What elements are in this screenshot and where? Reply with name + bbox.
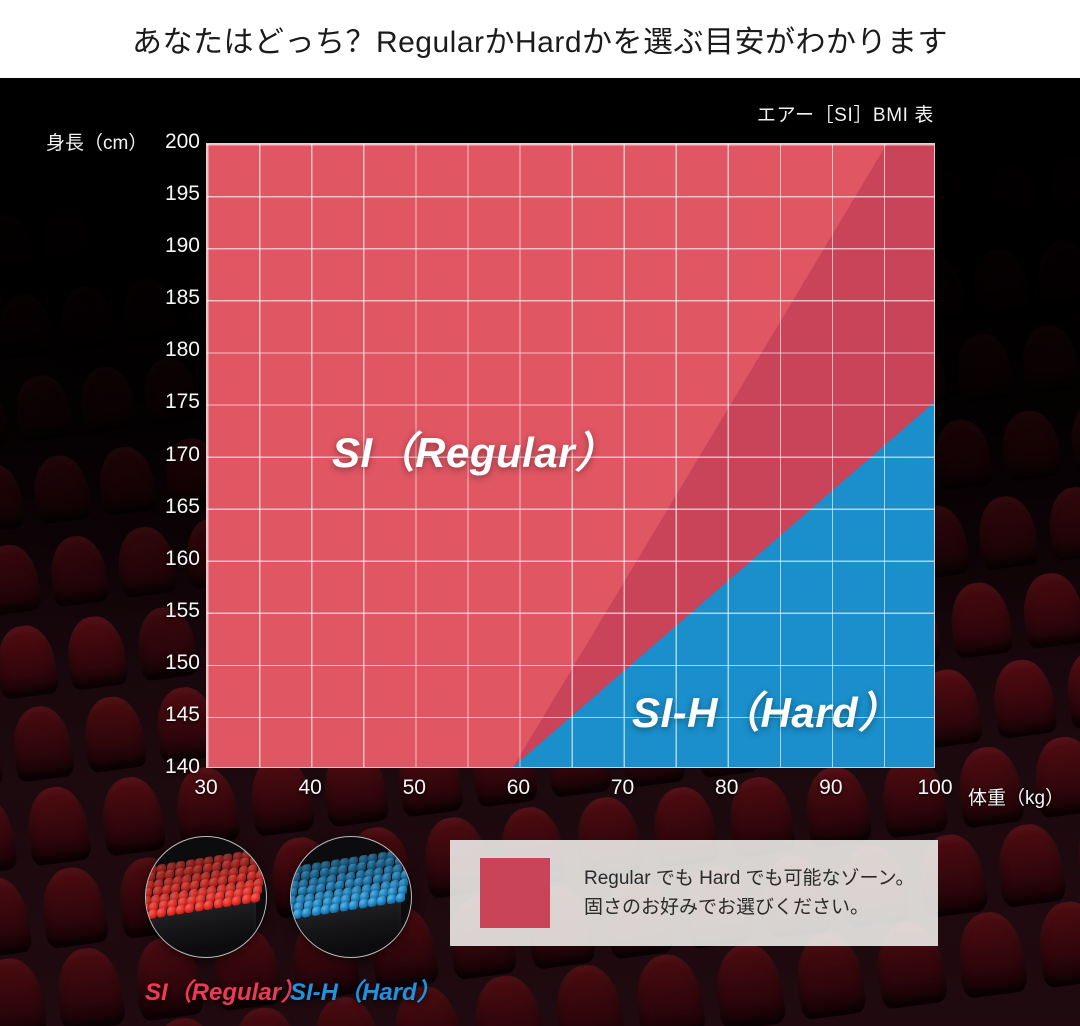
- mattress-cell-photo-red-icon: [145, 836, 267, 958]
- mattress-cell: [147, 909, 157, 920]
- y-tick-175: 175: [164, 390, 200, 414]
- zone-label-hard: SI-H（Hard）: [632, 689, 901, 736]
- mattress-cell: [339, 901, 349, 913]
- mattress-cell: [377, 895, 387, 907]
- x-tick-50: 50: [402, 776, 426, 799]
- y-axis-tick-labels: 200 195 190 185 180 175 170 165 160 155 150 145 140: [140, 130, 200, 778]
- mattress-cell: [292, 909, 302, 920]
- page-headline: あなたはどっち？RegularかHardかを選ぶ目安がわかります: [0, 0, 1080, 78]
- mattress-cell: [368, 897, 377, 908]
- mattress-cell: [396, 892, 406, 904]
- mattress-cell: [241, 894, 251, 905]
- zone-label-regular: SI（Regular）: [332, 429, 618, 476]
- x-tick-70: 70: [610, 776, 635, 799]
- product-thumb-si-h-hard[interactable]: SI-H（Hard）: [290, 836, 441, 1007]
- x-tick-80: 80: [715, 776, 739, 799]
- y-tick-170: 170: [164, 442, 200, 466]
- mattress-cell: [321, 904, 330, 916]
- mattress-cell: [386, 894, 396, 905]
- mattress-cell: [349, 900, 359, 911]
- chart-hero-panel: エアー［SI］BMI 表 身長（cm） 体重（kg） 200 195 190 185 1…: [0, 78, 1080, 1026]
- mattress-cell: [302, 907, 312, 919]
- y-tick-180: 180: [164, 338, 200, 362]
- mattress-cell: [204, 900, 214, 911]
- y-tick-200: 200: [164, 130, 200, 153]
- mattress-cell: [223, 897, 232, 908]
- legend-panel: Regular でも Hard でも可能なゾーン。 固さのお好みでお選びください…: [450, 840, 938, 946]
- mattress-cell: [330, 903, 340, 914]
- legend-color-swatch: [480, 858, 550, 928]
- x-tick-60: 60: [506, 776, 531, 799]
- bmi-plot-area: SI（Regular） SI-H（Hard）: [206, 143, 935, 768]
- x-tick-100: 100: [917, 776, 953, 799]
- x-tick-30: 30: [194, 776, 218, 799]
- mattress-cell: [166, 906, 176, 917]
- product-thumb-si-regular[interactable]: SI（Regular）: [145, 836, 306, 1007]
- x-axis-tick-labels: 30 40 50 60 70 80 90 100: [194, 776, 952, 806]
- y-tick-145: 145: [164, 702, 200, 726]
- mattress-cell-photo-blue-icon: [290, 836, 412, 958]
- x-tick-40: 40: [298, 776, 322, 799]
- product-caption-si-regular: SI（Regular）: [145, 979, 306, 1006]
- mattress-cell: [185, 903, 195, 914]
- y-axis-caption: 身長（cm）: [46, 133, 148, 154]
- mattress-cell: [311, 906, 321, 917]
- mattress-cell: [213, 898, 223, 910]
- y-tick-195: 195: [164, 182, 200, 206]
- mattress-cell: [251, 892, 261, 904]
- product-caption-si-h-hard: SI-H（Hard）: [290, 979, 441, 1006]
- chart-title: エアー［SI］BMI 表: [756, 105, 934, 126]
- mattress-cell: [358, 898, 368, 910]
- x-axis-caption: 体重（kg）: [968, 788, 1065, 809]
- product-thumbnails: SI（Regular） SI-H（Hard）: [140, 836, 441, 1026]
- x-tick-90: 90: [819, 776, 843, 799]
- y-tick-190: 190: [164, 234, 200, 258]
- y-tick-140: 140: [164, 755, 200, 778]
- y-tick-160: 160: [164, 546, 200, 570]
- mattress-cell: [176, 904, 185, 916]
- y-tick-165: 165: [164, 494, 200, 518]
- mattress-cell: [194, 901, 204, 913]
- legend-line-2: 固さのお好みでお選びください。: [584, 897, 870, 918]
- y-tick-155: 155: [164, 598, 200, 622]
- y-tick-150: 150: [164, 650, 200, 674]
- y-tick-185: 185: [164, 286, 200, 310]
- mattress-cell: [232, 895, 242, 907]
- mattress-cell: [157, 907, 167, 919]
- legend-line-1: Regular でも Hard でも可能なゾーン。: [584, 867, 915, 889]
- legend-text: Regular でも Hard でも可能なゾーン。 固さのお好みでお選びください…: [584, 864, 914, 923]
